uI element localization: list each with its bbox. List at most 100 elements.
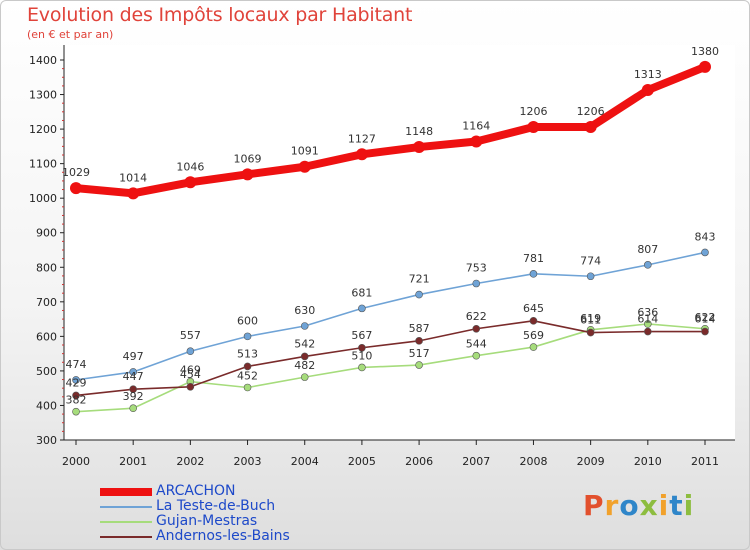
- data-label: 1127: [348, 132, 376, 145]
- y-tick-label: 1100: [29, 158, 57, 171]
- data-point: [586, 328, 595, 337]
- x-tick-label: 2000: [62, 455, 90, 468]
- data-point: [70, 182, 82, 195]
- data-label: 517: [409, 347, 430, 360]
- chart-title: Evolution des Impôts locaux par Habitant: [27, 4, 413, 26]
- data-label: 843: [695, 230, 716, 243]
- data-point: [358, 363, 366, 372]
- data-point: [413, 141, 426, 154]
- data-point: [415, 337, 423, 345]
- data-label: 1029: [62, 166, 90, 179]
- data-label: 1091: [291, 145, 319, 158]
- y-tick-label: 900: [36, 227, 57, 240]
- data-label: 807: [637, 243, 658, 256]
- data-point: [243, 332, 252, 341]
- data-point: [472, 324, 481, 333]
- x-tick-label: 2009: [577, 455, 605, 468]
- x-tick-label: 2003: [234, 455, 262, 468]
- data-label: 645: [523, 302, 544, 315]
- y-tick-label: 1200: [29, 123, 57, 136]
- data-label: 1046: [176, 160, 204, 173]
- data-label: 497: [123, 350, 144, 363]
- data-label: 622: [695, 311, 716, 324]
- data-point: [298, 160, 311, 173]
- data-point: [243, 383, 252, 392]
- x-tick-label: 2005: [348, 455, 376, 468]
- y-tick-label: 700: [36, 296, 57, 309]
- y-tick-label: 800: [36, 261, 57, 274]
- data-label: 392: [123, 390, 144, 403]
- data-point: [72, 391, 80, 400]
- data-label: 569: [523, 329, 544, 342]
- data-label: 1206: [577, 105, 605, 118]
- series-line-2: [75, 323, 706, 413]
- data-point: [186, 382, 195, 391]
- data-label: 557: [180, 329, 201, 342]
- series-line-1: [75, 251, 706, 381]
- proxiti-logo: Proxiti: [583, 489, 695, 522]
- data-label: 469: [180, 364, 201, 377]
- data-label: 382: [66, 394, 87, 407]
- data-point: [641, 84, 654, 97]
- data-label: 614: [695, 313, 716, 326]
- data-label: 681: [351, 286, 372, 299]
- data-point: [184, 176, 197, 189]
- data-label: 1206: [519, 105, 547, 118]
- data-point: [241, 168, 254, 181]
- data-label: 429: [66, 376, 87, 389]
- x-tick-label: 2007: [462, 455, 490, 468]
- data-label: 454: [180, 368, 201, 381]
- data-point: [699, 60, 711, 73]
- data-label: 636: [637, 306, 658, 319]
- data-label: 611: [580, 314, 601, 327]
- data-label: 587: [409, 322, 430, 335]
- data-label: 544: [466, 338, 487, 351]
- y-tick-label: 1000: [29, 192, 57, 205]
- data-label: 721: [409, 273, 430, 286]
- data-label: 567: [351, 329, 372, 342]
- y-tick-label: 300: [36, 434, 57, 447]
- data-label: 1164: [462, 120, 490, 133]
- legend-item: ARCACHON: [100, 483, 340, 500]
- data-point: [358, 304, 366, 313]
- legend-swatch: [100, 521, 152, 523]
- data-point: [701, 327, 709, 336]
- data-label: 1313: [634, 68, 662, 81]
- data-point: [472, 279, 481, 288]
- legend-swatch: [100, 506, 152, 508]
- y-tick-label: 400: [36, 399, 57, 412]
- data-label: 600: [237, 314, 258, 327]
- chart-subtitle: (en € et par an): [27, 28, 114, 41]
- line-chart: 300 400 500 600 700 800 900 1000 1100 1200 1300 140…: [29, 45, 735, 468]
- data-point: [358, 343, 366, 352]
- data-point: [72, 376, 80, 384]
- data-label: 513: [237, 347, 258, 360]
- legend-label: Andernos-les-Bains: [156, 528, 290, 544]
- legend-item: Andernos-les-Bains: [100, 528, 340, 545]
- legend-swatch: [100, 536, 152, 538]
- data-label: 619: [580, 312, 601, 325]
- data-label: 1069: [234, 152, 262, 165]
- data-point: [529, 317, 538, 325]
- legend-swatch: [100, 488, 152, 496]
- data-label: 474: [66, 358, 87, 371]
- data-point: [644, 327, 652, 336]
- data-label: 614: [637, 313, 658, 326]
- data-label: 1014: [119, 171, 147, 184]
- data-label: 482: [294, 359, 315, 372]
- data-point: [584, 121, 597, 134]
- y-tick-label: 500: [36, 365, 57, 378]
- data-label: 452: [237, 369, 258, 382]
- data-label: 774: [580, 254, 601, 267]
- data-point: [243, 362, 252, 371]
- data-point: [129, 385, 137, 394]
- plot-area: [64, 45, 735, 440]
- x-tick-label: 2004: [291, 455, 319, 468]
- x-tick-label: 2006: [405, 455, 433, 468]
- data-label: 1148: [405, 125, 433, 138]
- data-point: [415, 361, 423, 369]
- data-label: 447: [123, 370, 144, 383]
- data-point: [129, 368, 137, 376]
- data-point: [300, 322, 309, 330]
- legend-label: ARCACHON: [156, 483, 236, 499]
